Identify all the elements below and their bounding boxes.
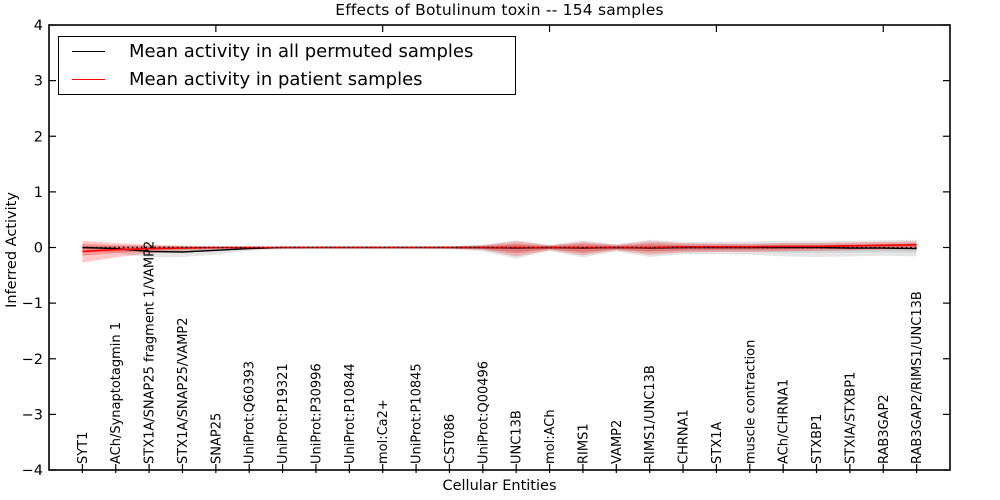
x-tick-label: muscle contraction — [743, 340, 758, 464]
y-tick-label: −2 — [22, 352, 43, 368]
x-tick-label: RIMS1 — [576, 423, 591, 464]
x-tick-label: UniProt:P10845 — [410, 363, 425, 464]
x-tick-label: STX1A/SNAP25/VAMP2 — [176, 317, 191, 464]
legend-label-permuted: Mean activity in all permuted samples — [129, 41, 474, 63]
x-tick-label: mol:ACh — [543, 409, 558, 464]
x-tick-label: SNAP25 — [209, 413, 224, 464]
patient-line-swatch — [72, 78, 105, 80]
x-tick-label: mol:Ca2+ — [376, 399, 391, 464]
x-tick-label: UniProt:Q00496 — [476, 361, 491, 464]
permuted-band-outer — [82, 239, 917, 259]
legend-item-permuted: Mean activity in all permuted samples — [72, 39, 515, 65]
x-axis-label: Cellular Entities — [442, 478, 557, 494]
x-tick-label: UniProt:P30996 — [309, 363, 324, 464]
legend-label-patient: Mean activity in patient samples — [129, 68, 423, 90]
y-tick-label: −1 — [22, 296, 43, 312]
y-tick-label: −3 — [22, 407, 43, 423]
y-tick-label: 1 — [34, 185, 43, 201]
y-tick-label: 2 — [34, 129, 43, 145]
x-tick-label: RAB3GAP2/RIMS1/UNC13B — [910, 291, 925, 464]
x-tick-label: UniProt:P19321 — [276, 363, 291, 464]
x-tick-label: STXBP1 — [810, 414, 825, 464]
y-tick-label: 0 — [34, 241, 43, 257]
x-tick-label: RIMS1/UNC13B — [643, 365, 658, 464]
x-tick-label: CHRNA1 — [677, 409, 692, 464]
mean-patient-line — [82, 243, 917, 253]
x-tick-label: UniProt:Q60393 — [243, 361, 258, 464]
y-tick-label: 4 — [34, 18, 43, 34]
y-tick-label: 3 — [34, 74, 43, 90]
x-tick-label: ACh/CHRNA1 — [777, 379, 792, 464]
x-tick-label: UNC13B — [510, 410, 525, 464]
x-tick-label: RAB3GAP2 — [877, 394, 892, 464]
x-tick-label: CST086 — [443, 414, 458, 464]
chart-title: Effects of Botulinum toxin -- 154 sample… — [335, 1, 664, 19]
legend-item-patient: Mean activity in patient samples — [72, 66, 515, 92]
y-tick-label: −4 — [22, 463, 43, 479]
x-tick-label: VAMP2 — [610, 420, 625, 464]
permuted-line-swatch — [72, 51, 105, 53]
x-tick-label: STX1A — [710, 422, 725, 464]
x-tick-label: STXIA/STXBP1 — [843, 372, 858, 464]
x-tick-label: ACh/Synaptotagmin 1 — [109, 322, 124, 464]
x-tick-label: STX1A/SNAP25 fragment 1/VAMP2 — [143, 241, 158, 464]
legend: Mean activity in all permuted samples Me… — [58, 36, 516, 95]
x-tick-label: SYT1 — [76, 432, 91, 464]
x-tick-label: UniProt:P10844 — [343, 363, 358, 464]
